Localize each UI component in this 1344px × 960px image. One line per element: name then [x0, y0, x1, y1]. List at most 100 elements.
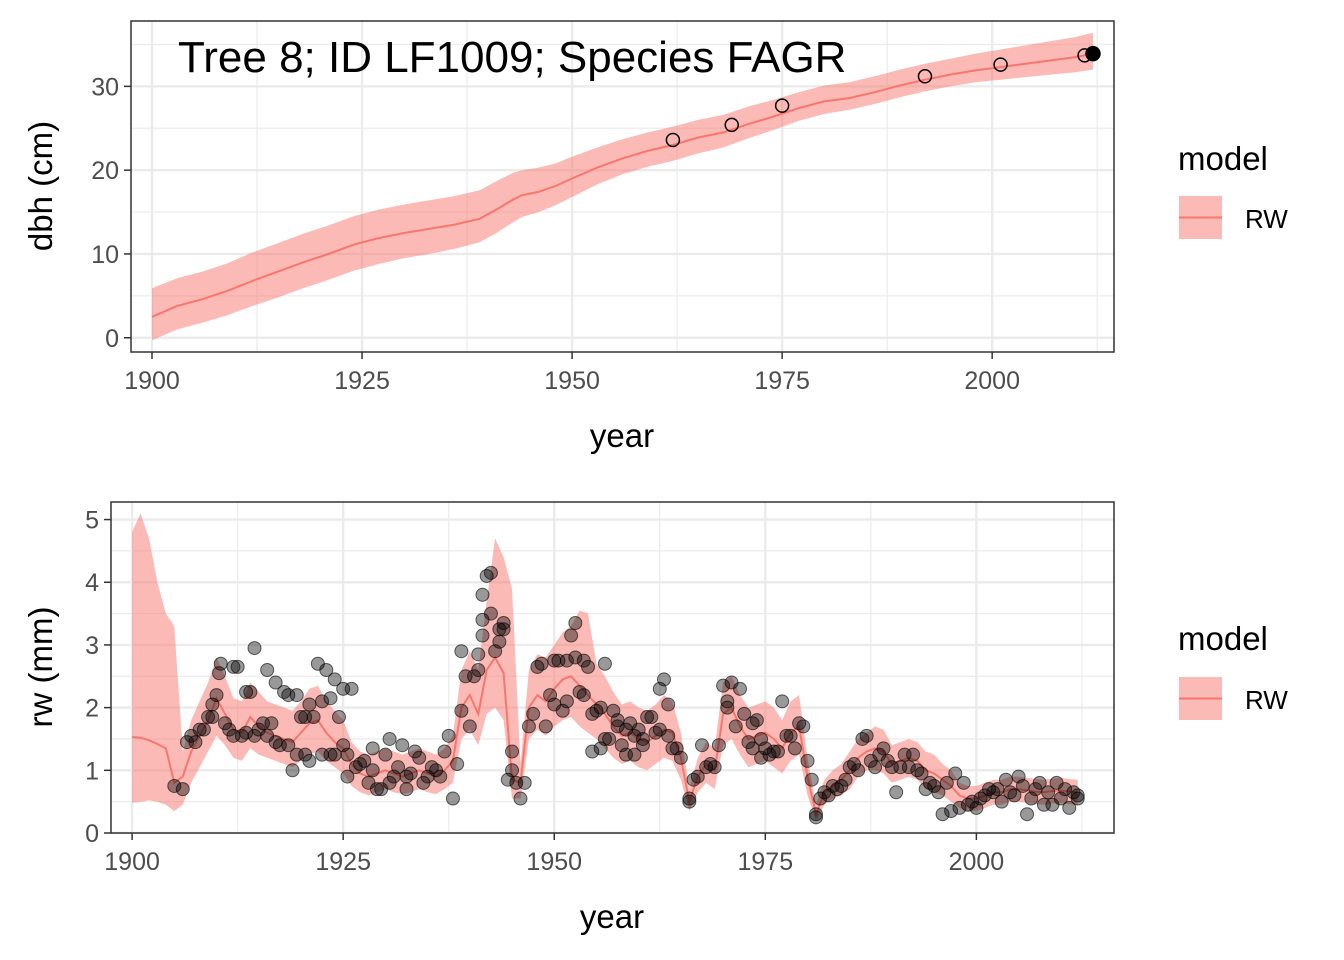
rw-observation — [454, 703, 469, 718]
rw-x-tick-label: 1900 — [104, 848, 160, 876]
rw-y-tick-label: 0 — [85, 820, 99, 848]
rw-observation — [302, 753, 317, 768]
rw-observation — [876, 741, 891, 756]
rw-observation — [323, 747, 338, 762]
rw-observation — [602, 731, 617, 746]
rw-observation — [1020, 807, 1035, 822]
rw-observation — [766, 744, 781, 759]
rw-observation — [728, 719, 743, 734]
rw-observation — [682, 791, 697, 806]
rw-ribbon-rw — [132, 513, 1078, 821]
rw-observation — [952, 800, 967, 815]
rw-observation — [344, 681, 359, 696]
rw-x-axis-title: year — [580, 898, 644, 935]
rw-y-tick-label: 3 — [85, 632, 99, 660]
rw-observation — [644, 710, 659, 725]
rw-observation — [576, 688, 591, 703]
dbh-observation — [917, 69, 933, 84]
rw-observation — [201, 710, 216, 725]
dbh-observation — [724, 117, 739, 133]
rw-observation — [779, 728, 794, 743]
rw-observation — [526, 706, 541, 721]
rw-observation — [998, 772, 1013, 787]
rw-observation — [412, 750, 427, 765]
rw-observation — [260, 663, 275, 678]
rw-observation — [939, 775, 954, 790]
rw-observation — [441, 728, 456, 743]
rw-observation — [327, 672, 342, 687]
rw-observation — [483, 565, 498, 580]
rw-observation — [783, 728, 798, 743]
rw-observation — [496, 615, 511, 630]
rw-observation — [340, 769, 355, 784]
rw-observation — [268, 675, 283, 690]
rw-observation — [247, 641, 262, 656]
dbh-x-tick-label: 1925 — [334, 367, 390, 395]
rw-observation — [403, 766, 418, 781]
rw-observation — [694, 738, 709, 753]
dbh-legend-title: model — [1178, 140, 1268, 177]
rw-observation — [517, 775, 532, 790]
rw-observation — [994, 794, 1009, 809]
rw-legend-title: model — [1178, 620, 1268, 657]
dbh-y-tick-label: 30 — [91, 73, 119, 101]
rw-y-tick-label: 5 — [85, 507, 99, 535]
dbh-y-tick-label: 20 — [91, 157, 119, 185]
dbh-ribbon-group — [152, 32, 1093, 341]
dbh-ticks-group: 1900 1925 1950 1975 2000 0 10 20 30 — [91, 73, 1020, 395]
rw-observation — [568, 650, 583, 665]
rw-observation — [838, 772, 853, 787]
rw-observation — [505, 744, 520, 759]
rw-observation — [450, 757, 465, 772]
rw-x-tick-label: 2000 — [949, 848, 1005, 876]
rw-observation — [331, 710, 346, 725]
rw-x-tick-label: 1925 — [315, 848, 371, 876]
rw-observation — [851, 763, 866, 778]
rw-legend-label: RW — [1245, 685, 1288, 715]
rw-observation — [661, 728, 676, 743]
rw-observation — [559, 694, 574, 709]
rw-observation — [391, 760, 406, 775]
dbh-ribbon-rw — [152, 32, 1093, 341]
rw-observation — [306, 710, 321, 725]
rw-observation — [471, 663, 486, 678]
rw-observation — [323, 691, 338, 706]
rw-observation — [711, 738, 726, 753]
rw-observation — [1007, 788, 1022, 803]
dbh-panel: 1900 1925 1950 1975 2000 0 10 20 30 Tree 8; ID L… — [22, 20, 1288, 454]
rw-ribbon-group — [132, 513, 1078, 821]
rw-observation — [239, 684, 254, 699]
dbh-y-tick-label: 10 — [91, 241, 119, 269]
dbh-observation — [774, 98, 790, 113]
rw-observation — [192, 722, 207, 737]
dbh-observation-filled — [1085, 45, 1101, 62]
rw-observation — [1032, 775, 1047, 790]
rw-points-group — [167, 565, 1085, 825]
rw-observation — [340, 747, 355, 762]
rw-observation — [471, 647, 486, 662]
rw-observation — [264, 716, 279, 731]
rw-observation — [859, 728, 874, 743]
rw-observation — [538, 719, 553, 734]
rw-observation — [581, 659, 596, 674]
rw-observation — [1070, 791, 1085, 806]
rw-observation — [365, 763, 380, 778]
rw-observation — [521, 719, 536, 734]
rw-observation — [462, 719, 477, 734]
dbh-x-tick-label: 1975 — [754, 367, 810, 395]
rw-observation — [804, 772, 819, 787]
rw-observation — [285, 763, 300, 778]
rw-observation — [492, 634, 507, 649]
rw-observation — [196, 722, 211, 737]
rw-observation — [635, 738, 650, 753]
rw-observation — [889, 785, 904, 800]
dbh-x-tick-label: 2000 — [964, 367, 1020, 395]
rw-observation — [597, 656, 612, 671]
rw-observation — [775, 694, 790, 709]
rw-observation — [737, 706, 752, 721]
rw-observation — [796, 719, 811, 734]
rw-observation — [365, 741, 380, 756]
dbh-y-axis-title: dbh (cm) — [22, 121, 59, 251]
